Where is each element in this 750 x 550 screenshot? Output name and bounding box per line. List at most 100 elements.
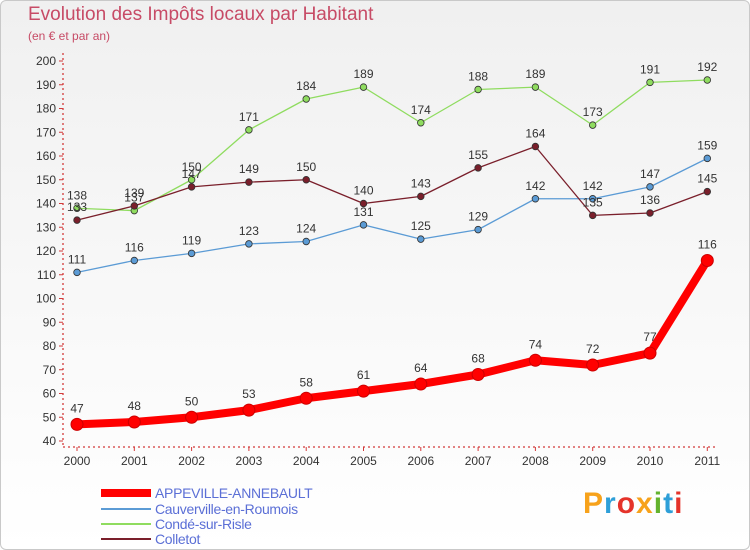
legend-swatch-colletot (101, 538, 151, 540)
data-point-colletot (589, 211, 597, 220)
data-label-conde: 150 (182, 160, 202, 174)
data-label-colletot: 145 (697, 172, 717, 186)
x-tick-label: 2011 (694, 454, 720, 468)
data-point-cauverville (187, 249, 196, 258)
data-label-conde: 191 (640, 62, 660, 76)
data-label-colletot: 150 (296, 160, 316, 174)
data-label-cauverville: 124 (296, 222, 316, 236)
data-point-colletot (73, 216, 81, 224)
data-point-cauverville (646, 183, 654, 191)
data-point-cauverville (245, 240, 253, 248)
data-label-appeville: 48 (128, 399, 142, 413)
data-label-conde: 184 (296, 79, 316, 93)
y-tick-label: 130 (36, 220, 56, 234)
y-tick-label: 200 (36, 54, 56, 68)
data-label-conde: 138 (67, 188, 87, 202)
logo-letter: o (616, 487, 637, 520)
logo-letter: r (604, 487, 617, 520)
data-point-colletot (531, 142, 540, 151)
data-point-appeville (357, 384, 370, 398)
data-label-appeville: 61 (357, 368, 371, 382)
x-tick-label: 2006 (407, 454, 434, 468)
data-point-conde (359, 83, 368, 91)
data-label-colletot: 147 (182, 167, 202, 181)
data-label-appeville: 74 (529, 337, 543, 351)
data-point-colletot (187, 183, 196, 191)
y-tick-label: 180 (36, 102, 56, 116)
y-tick-label: 140 (36, 197, 56, 211)
y-tick-label: 100 (36, 292, 56, 306)
data-point-appeville (185, 410, 199, 424)
legend-label-appeville: APPEVILLE-ANNEBAULT (155, 485, 313, 501)
data-label-appeville: 68 (471, 352, 485, 366)
series-line-conde (76, 79, 708, 212)
data-label-cauverville: 123 (239, 224, 259, 238)
y-tick-label: 160 (36, 149, 56, 163)
data-point-cauverville (359, 221, 368, 229)
data-point-conde (646, 78, 654, 87)
logo-letter: x (636, 487, 654, 520)
y-tick-label: 170 (36, 125, 56, 139)
x-tick-label: 2007 (465, 454, 492, 468)
data-point-colletot (130, 202, 138, 210)
data-label-appeville: 47 (70, 401, 84, 415)
data-point-conde (589, 121, 597, 129)
data-label-appeville: 116 (698, 238, 717, 252)
data-point-conde (73, 204, 81, 212)
data-point-conde (474, 85, 482, 94)
data-label-conde: 189 (353, 67, 373, 81)
legend-label-cauverville: Cauverville-en-Roumois (155, 501, 298, 517)
data-point-appeville (299, 391, 313, 405)
data-point-colletot (417, 192, 425, 201)
logo-letter: t (663, 487, 675, 520)
data-point-appeville (700, 254, 714, 267)
x-tick-label: 2005 (350, 454, 377, 468)
data-label-cauverville: 116 (125, 241, 144, 255)
data-point-appeville (643, 346, 657, 360)
data-label-colletot: 149 (239, 162, 259, 176)
data-label-cauverville: 129 (468, 210, 488, 224)
data-point-cauverville (73, 268, 81, 277)
data-point-appeville (471, 368, 485, 381)
data-label-colletot: 136 (640, 193, 660, 207)
x-tick-label: 2000 (64, 454, 91, 468)
data-point-appeville (70, 417, 84, 431)
data-point-cauverville (589, 195, 597, 203)
data-label-colletot: 140 (353, 184, 373, 198)
x-tick-label: 2004 (293, 454, 320, 468)
data-point-cauverville (474, 225, 482, 234)
data-label-cauverville: 131 (353, 205, 373, 219)
data-label-cauverville: 159 (697, 138, 717, 152)
x-tick-label: 2001 (121, 454, 148, 468)
legend-swatch-appeville (101, 489, 151, 497)
data-label-conde: 171 (239, 110, 259, 124)
series-line-cauverville (76, 157, 708, 274)
data-point-appeville (528, 353, 542, 367)
data-point-cauverville (703, 154, 711, 163)
data-point-colletot (474, 164, 482, 172)
series-line-colletot (76, 145, 708, 221)
chart-title: Evolution des Impôts locaux par Habitant (28, 4, 374, 25)
x-tick-label: 2008 (522, 454, 549, 468)
data-point-cauverville (417, 235, 425, 243)
legend-label-colletot: Colletot (155, 531, 201, 547)
data-label-conde: 174 (411, 103, 431, 117)
data-label-conde: 188 (468, 70, 488, 84)
y-tick-label: 80 (43, 339, 57, 353)
proxiti-logo: Proxiti (583, 487, 683, 521)
data-label-colletot: 164 (525, 127, 545, 141)
data-point-colletot (703, 187, 711, 196)
data-label-conde: 137 (124, 191, 144, 205)
data-label-appeville: 53 (242, 387, 256, 401)
data-label-cauverville: 125 (411, 219, 431, 233)
data-point-conde (187, 176, 196, 184)
data-point-colletot (245, 178, 253, 186)
y-tick-label: 50 (43, 410, 57, 424)
data-label-cauverville: 111 (68, 252, 87, 266)
data-point-conde (703, 76, 711, 84)
data-label-cauverville: 147 (640, 167, 660, 181)
y-tick-label: 120 (36, 244, 56, 258)
data-label-colletot: 133 (67, 200, 87, 214)
data-label-conde: 173 (583, 105, 603, 119)
